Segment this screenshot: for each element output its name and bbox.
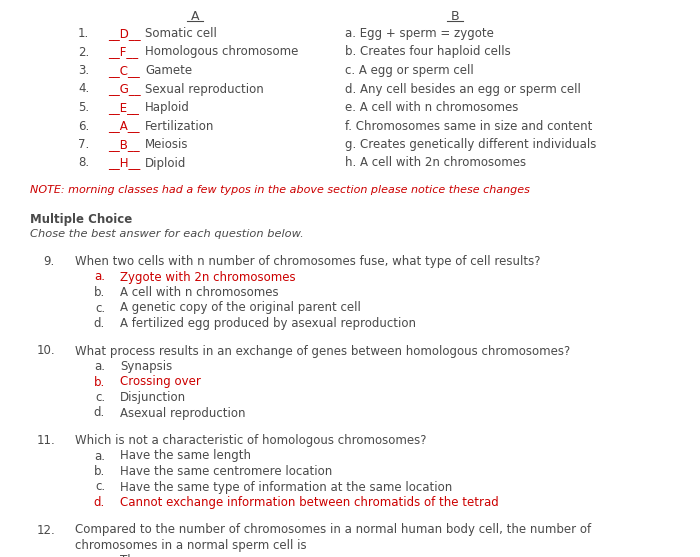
Text: 11.: 11.: [36, 434, 55, 447]
Text: Fertilization: Fertilization: [145, 120, 214, 133]
Text: d.: d.: [94, 407, 105, 419]
Text: NOTE: morning classes had a few typos in the above section please notice these c: NOTE: morning classes had a few typos in…: [30, 185, 530, 195]
Text: 10.: 10.: [36, 344, 55, 358]
Text: 4.: 4.: [78, 82, 90, 95]
Text: __D__: __D__: [108, 27, 141, 40]
Text: Which is not a characteristic of homologous chromosomes?: Which is not a characteristic of homolog…: [75, 434, 426, 447]
Text: Chose the best answer for each question below.: Chose the best answer for each question …: [30, 229, 304, 239]
Text: d. Any cell besides an egg or sperm cell: d. Any cell besides an egg or sperm cell: [345, 82, 581, 95]
Text: __F__: __F__: [108, 46, 138, 58]
Text: Synapsis: Synapsis: [120, 360, 172, 373]
Text: 9.: 9.: [43, 255, 55, 268]
Text: __H__: __H__: [108, 157, 140, 169]
Text: f. Chromosomes same in size and content: f. Chromosomes same in size and content: [345, 120, 592, 133]
Text: c.: c.: [95, 481, 105, 494]
Text: a.: a.: [94, 360, 105, 373]
Text: c.: c.: [95, 301, 105, 315]
Text: Somatic cell: Somatic cell: [145, 27, 217, 40]
Text: Have the same centromere location: Have the same centromere location: [120, 465, 332, 478]
Text: 7.: 7.: [78, 138, 90, 151]
Text: h. A cell with 2n chromosomes: h. A cell with 2n chromosomes: [345, 157, 526, 169]
Text: The same: The same: [120, 555, 178, 557]
Text: b. Creates four haploid cells: b. Creates four haploid cells: [345, 46, 511, 58]
Text: __C__: __C__: [108, 64, 140, 77]
Text: When two cells with n number of chromosomes fuse, what type of cell results?: When two cells with n number of chromoso…: [75, 255, 540, 268]
Text: b.: b.: [94, 465, 105, 478]
Text: Have the same length: Have the same length: [120, 449, 251, 462]
Text: c.: c.: [95, 391, 105, 404]
Text: 5.: 5.: [78, 101, 89, 114]
Text: Gamete: Gamete: [145, 64, 192, 77]
Text: A: A: [190, 10, 199, 23]
Text: A fertilized egg produced by asexual reproduction: A fertilized egg produced by asexual rep…: [120, 317, 416, 330]
Text: Compared to the number of chromosomes in a normal human body cell, the number of: Compared to the number of chromosomes in…: [75, 524, 591, 536]
Text: __E__: __E__: [108, 101, 139, 114]
Text: A cell with n chromosomes: A cell with n chromosomes: [120, 286, 279, 299]
Text: Disjunction: Disjunction: [120, 391, 186, 404]
Text: d.: d.: [94, 496, 105, 509]
Text: __A__: __A__: [108, 120, 139, 133]
Text: Multiple Choice: Multiple Choice: [30, 213, 132, 226]
Text: b.: b.: [94, 375, 105, 388]
Text: 12.: 12.: [36, 524, 55, 536]
Text: What process results in an exchange of genes between homologous chromosomes?: What process results in an exchange of g…: [75, 344, 570, 358]
Text: 2.: 2.: [78, 46, 90, 58]
Text: 8.: 8.: [78, 157, 89, 169]
Text: 3.: 3.: [78, 64, 89, 77]
Text: 1.: 1.: [78, 27, 90, 40]
Text: e. A cell with n chromosomes: e. A cell with n chromosomes: [345, 101, 519, 114]
Text: A genetic copy of the original parent cell: A genetic copy of the original parent ce…: [120, 301, 361, 315]
Text: a.: a.: [94, 449, 105, 462]
Text: Diploid: Diploid: [145, 157, 186, 169]
Text: B: B: [451, 10, 459, 23]
Text: Have the same type of information at the same location: Have the same type of information at the…: [120, 481, 452, 494]
Text: Zygote with 2n chromosomes: Zygote with 2n chromosomes: [120, 271, 295, 284]
Text: c. A egg or sperm cell: c. A egg or sperm cell: [345, 64, 474, 77]
Text: Meiosis: Meiosis: [145, 138, 188, 151]
Text: Asexual reproduction: Asexual reproduction: [120, 407, 246, 419]
Text: g. Creates genetically different individuals: g. Creates genetically different individ…: [345, 138, 596, 151]
Text: Homologous chromosome: Homologous chromosome: [145, 46, 298, 58]
Text: Haploid: Haploid: [145, 101, 190, 114]
Text: __G__: __G__: [108, 82, 141, 95]
Text: d.: d.: [94, 317, 105, 330]
Text: Sexual reproduction: Sexual reproduction: [145, 82, 264, 95]
Text: a.: a.: [94, 555, 105, 557]
Text: a.: a.: [94, 271, 105, 284]
Text: Crossing over: Crossing over: [120, 375, 201, 388]
Text: a. Egg + sperm = zygote: a. Egg + sperm = zygote: [345, 27, 494, 40]
Text: Cannot exchange information between chromatids of the tetrad: Cannot exchange information between chro…: [120, 496, 498, 509]
Text: chromosomes in a normal sperm cell is: chromosomes in a normal sperm cell is: [75, 539, 307, 552]
Text: __B__: __B__: [108, 138, 139, 151]
Text: 6.: 6.: [78, 120, 90, 133]
Text: b.: b.: [94, 286, 105, 299]
